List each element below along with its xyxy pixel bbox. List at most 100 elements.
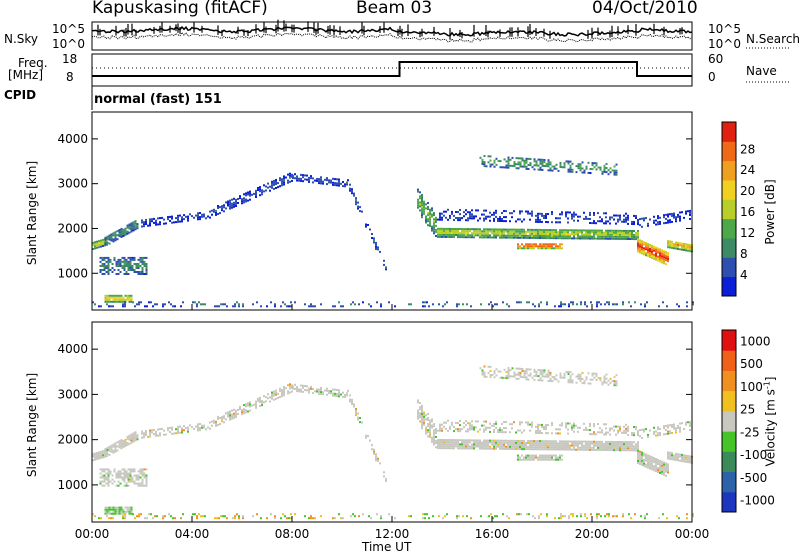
velocity-cell: [243, 404, 245, 407]
velocity-cell: [559, 376, 562, 379]
velocity-cell: [275, 397, 277, 400]
power-cell: [243, 193, 245, 196]
velocity-cell: [523, 374, 526, 377]
power-cell: [549, 243, 551, 246]
power-cell: [649, 252, 651, 254]
power-cell: [644, 303, 646, 306]
power-cell: [257, 187, 259, 189]
power-cell: [623, 229, 625, 232]
velocity-cell: [203, 424, 205, 427]
velocity-cell: [551, 458, 553, 461]
velocity-cell: [667, 455, 669, 458]
power-cell: [559, 235, 561, 238]
velocity-cell: [481, 445, 483, 448]
velocity-cell: [527, 456, 529, 459]
velocity-cell: [505, 371, 508, 373]
power-cell: [572, 301, 574, 304]
power-cell: [135, 265, 138, 267]
power-cell: [567, 237, 569, 240]
power-cell: [569, 229, 571, 232]
power-cell: [657, 249, 659, 252]
velocity-cell: [569, 375, 572, 378]
velocity-cell: [577, 446, 579, 449]
velocity-cell: [344, 394, 346, 396]
velocity-cell: [503, 441, 505, 444]
power-cell: [555, 245, 557, 248]
power-cell: [437, 233, 439, 236]
velocity-cell: [595, 442, 597, 445]
power-cell: [237, 198, 239, 200]
velocity-cell: [261, 402, 263, 405]
velocity-cell: [525, 442, 527, 444]
velocity-cell: [279, 389, 281, 392]
velocity-cell: [559, 440, 561, 443]
power-cell: [114, 296, 117, 299]
power-cell: [663, 216, 665, 219]
power-cell: [525, 161, 528, 164]
velocity-cell: [463, 443, 465, 446]
power-cell: [689, 246, 691, 249]
power-cell: [116, 230, 119, 233]
velocity-cell: [677, 457, 679, 460]
velocity-cell: [304, 515, 306, 518]
velocity-ytick-label: 2000: [57, 433, 88, 447]
velocity-cell: [639, 435, 641, 438]
velocity-cell: [533, 448, 535, 451]
velocity-cell: [316, 388, 318, 391]
velocity-cell: [603, 447, 605, 449]
power-cell: [149, 218, 151, 221]
velocity-cell: [227, 413, 229, 416]
power-cell: [523, 236, 525, 239]
power-cell: [357, 207, 359, 210]
velocity-cell: [141, 478, 144, 481]
velocity-cell: [517, 443, 519, 446]
velocity-cell: [571, 381, 574, 384]
velocity-cell: [519, 421, 521, 424]
velocity-cell: [555, 444, 557, 447]
power-cell: [599, 233, 601, 236]
velocity-cell: [127, 472, 130, 475]
velocity-cell: [683, 428, 685, 430]
power-cell: [99, 271, 102, 273]
velocity-cell: [284, 515, 286, 518]
power-cell: [106, 235, 109, 238]
power-cell: [453, 234, 455, 236]
power-cell: [579, 235, 581, 238]
velocity-cell: [521, 376, 524, 379]
freq-label-1: Freq.: [18, 56, 48, 70]
velocity-cell: [681, 453, 683, 456]
velocity-cell: [505, 439, 507, 442]
velocity-cell: [115, 474, 118, 477]
power-cell: [459, 232, 461, 235]
velocity-cell: [198, 513, 200, 516]
power-cell: [565, 233, 567, 236]
power-cell: [622, 303, 624, 306]
power-cell: [175, 217, 177, 220]
velocity-cell: [639, 454, 641, 457]
velocity-cell: [671, 425, 673, 428]
velocity-cell: [110, 512, 113, 515]
velocity-cell: [563, 442, 565, 445]
velocity-cell: [506, 515, 508, 518]
velocity-cell: [132, 436, 135, 439]
velocity-cell: [537, 440, 539, 443]
velocity-cell: [346, 394, 348, 397]
velocity-cell: [601, 446, 603, 449]
power-cell: [653, 219, 655, 222]
velocity-cell: [247, 402, 249, 405]
power-cell: [647, 222, 649, 225]
power-cell: [603, 164, 606, 167]
velocity-cell: [487, 443, 489, 446]
power-cell: [489, 219, 491, 222]
power-cell: [503, 166, 506, 169]
velocity-cell: [571, 442, 573, 445]
velocity-cell: [570, 513, 572, 516]
velocity-cell: [92, 455, 94, 458]
power-cell: [617, 233, 619, 236]
frequency-panel: [92, 61, 790, 83]
velocity-cell: [517, 367, 520, 370]
velocity-cell: [538, 515, 540, 518]
power-cell: [659, 216, 661, 219]
velocity-cell: [130, 510, 133, 513]
velocity-cell: [593, 372, 596, 375]
